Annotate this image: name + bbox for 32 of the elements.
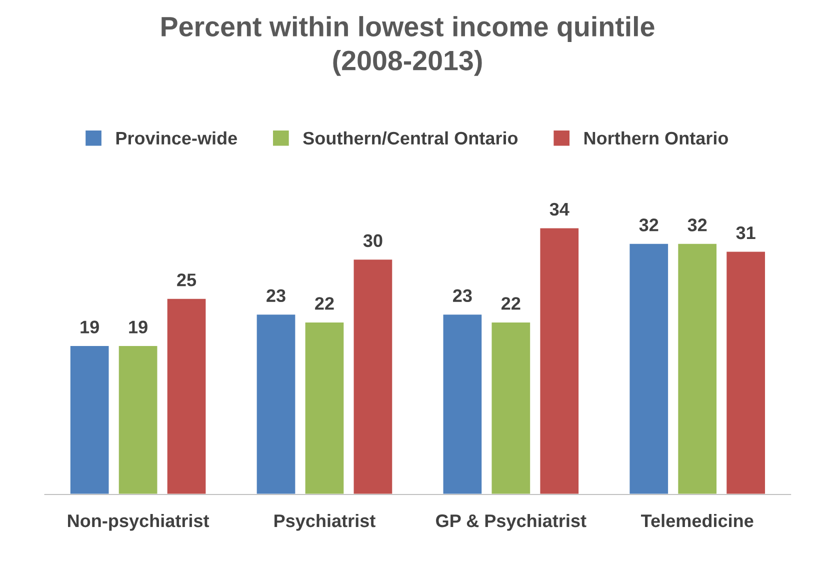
data-label: 32	[639, 218, 658, 232]
data-label: 23	[266, 289, 286, 302]
data-label: 22	[501, 297, 520, 310]
data-label: 32	[688, 218, 707, 232]
legend-label: Province-wide	[116, 131, 237, 145]
bar	[166, 298, 208, 494]
x-tick-label: Psychiatrist	[274, 514, 376, 531]
data-label: 34	[550, 202, 570, 216]
bar	[304, 321, 346, 494]
legend-label: Northern Ontario	[584, 131, 728, 145]
x-tick-label: GP & Psychiatrist	[436, 514, 586, 531]
bar	[69, 344, 110, 494]
bar	[538, 226, 580, 494]
legend-label: Southern/Central Ontario	[303, 131, 518, 145]
data-label: 19	[80, 320, 99, 334]
data-label: 31	[736, 226, 756, 240]
data-label: 25	[177, 274, 196, 286]
x-tick-label: Non-psychiatrist	[68, 514, 210, 531]
bar	[117, 344, 159, 494]
bar	[676, 242, 718, 494]
bar	[490, 321, 532, 494]
bar	[255, 313, 297, 494]
bar	[352, 258, 394, 494]
bar	[442, 313, 483, 494]
data-label: 19	[129, 320, 148, 334]
bar	[628, 242, 670, 494]
chart-title: Percent within lowest income quintile (2008-2013)	[162, 16, 654, 76]
data-label: 22	[315, 297, 334, 310]
bar	[725, 250, 766, 494]
data-label: 23	[453, 289, 472, 302]
x-tick-label: Telemedicine	[641, 514, 754, 528]
data-label: 30	[363, 234, 382, 248]
